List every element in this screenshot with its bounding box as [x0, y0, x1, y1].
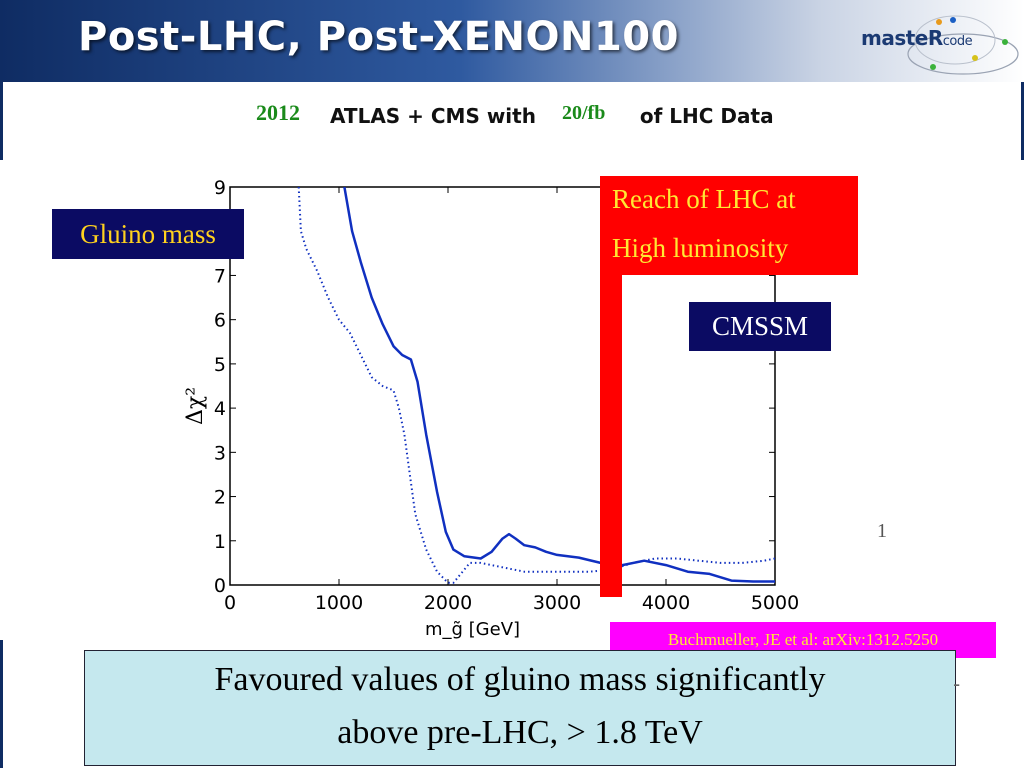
left-accent-bar [0, 82, 3, 160]
year-label: 2012 [256, 100, 300, 125]
header-bar: Post-LHC, Post-XENON100 masteRcode [0, 0, 1024, 82]
conclusion-box: Favoured values of gluino mass significa… [84, 650, 956, 766]
lhc-reach-line2: High luminosity [612, 233, 789, 263]
luminosity-overlay: 20/fb [556, 102, 626, 128]
lhc-reach-box: Reach of LHC at High luminosity [600, 176, 858, 275]
subtitle-text: ATLAS + CMS with [330, 104, 536, 128]
slide-title: Post-LHC, Post-XENON100 [78, 14, 679, 60]
conclusion-line2: above pre-LHC, > 1.8 TeV [337, 714, 703, 751]
y-tick-label: 6 [214, 310, 226, 332]
gluino-mass-label: Gluino mass [52, 209, 244, 259]
y-tick-label: 7 [214, 265, 226, 287]
y-tick-label: 2 [214, 487, 226, 509]
y-tick-label: 1 [214, 531, 226, 553]
y-tick-label: 0 [214, 575, 226, 597]
lhc-reach-marker [600, 275, 622, 597]
logo-wordmark: masteRcode [861, 26, 973, 50]
x-tick-label: 5000 [751, 592, 799, 614]
solid-series-line [343, 187, 775, 583]
x-tick-label: 0 [224, 592, 236, 614]
logo-main-text: masteR [861, 26, 943, 50]
x-tick-label: 3000 [533, 592, 581, 614]
stray-dash: - [953, 672, 961, 696]
page-number: 1 [877, 520, 887, 542]
x-axis-label: m_g̃ [GeV] [425, 619, 520, 640]
subtitle: ATLAS + CMS with of LHC Data [330, 104, 774, 128]
x-tick-label: 2000 [424, 592, 472, 614]
mastercode-logo: masteRcode [855, 8, 1020, 78]
left-accent-bar-lower [0, 640, 3, 768]
y-tick-label: 4 [214, 398, 226, 420]
logo-graphic [907, 15, 1019, 75]
x-tick-label: 1000 [315, 592, 363, 614]
logo-sub-text: code [942, 34, 973, 49]
conclusion-line1: Favoured values of gluino mass significa… [214, 661, 826, 698]
model-label: CMSSM [689, 302, 831, 351]
right-accent-bar [1021, 82, 1024, 160]
y-tick-label: 3 [214, 442, 226, 464]
y-axis-label: Δχ² [183, 387, 208, 425]
y-tick-label: 9 [214, 177, 226, 199]
y-tick-label: 5 [214, 354, 226, 376]
lhc-reach-line1: Reach of LHC at [612, 184, 796, 214]
luminosity-label: 20/fb [562, 102, 606, 124]
x-tick-label: 4000 [642, 592, 690, 614]
subtitle-suffix: of LHC Data [639, 104, 774, 128]
